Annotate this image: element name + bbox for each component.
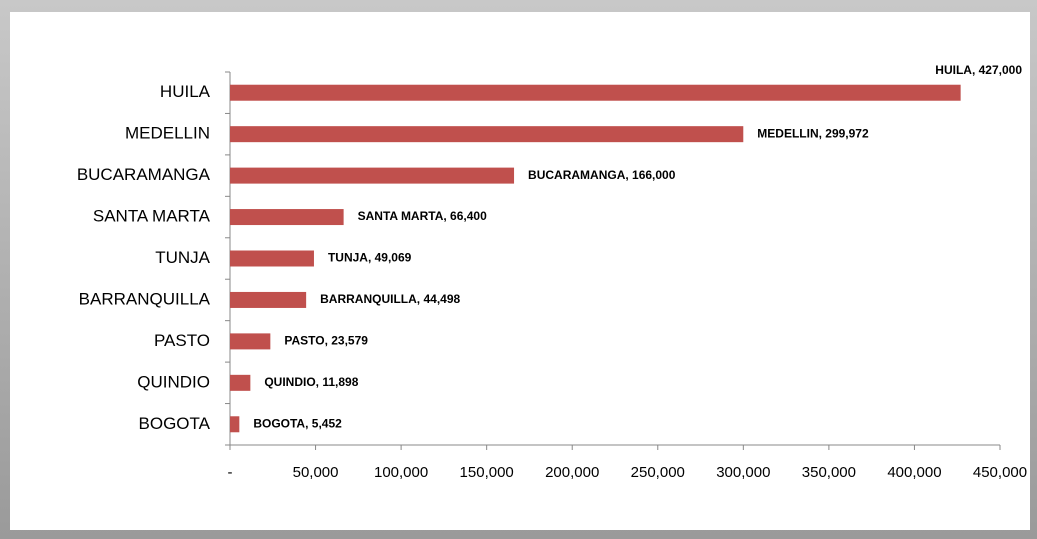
data-label: BUCARAMANGA, 166,000 (528, 168, 676, 182)
x-tick-label: 450,000 (973, 464, 1027, 481)
x-tick-label: 300,000 (716, 464, 770, 481)
category-label: SANTA MARTA (93, 207, 211, 226)
bar (230, 291, 307, 308)
category-label: BUCARAMANGA (77, 165, 211, 184)
data-label: PASTO, 23,579 (284, 334, 368, 348)
data-label: BOGOTA, 5,452 (253, 416, 342, 430)
bar (230, 374, 251, 391)
data-label: MEDELLIN, 299,972 (757, 126, 869, 140)
category-label: TUNJA (155, 248, 210, 267)
data-label: BARRANQUILLA, 44,498 (320, 292, 460, 306)
x-tick-label: 350,000 (802, 464, 856, 481)
bar (230, 167, 515, 184)
bar (230, 333, 271, 350)
category-label: HUILA (160, 82, 211, 101)
data-label: TUNJA, 49,069 (328, 251, 412, 265)
data-label: HUILA, 427,000 (935, 63, 1022, 77)
x-tick-label: 50,000 (293, 464, 339, 481)
category-label: BARRANQUILLA (79, 289, 211, 308)
x-tick-label: 400,000 (887, 464, 941, 481)
category-label: MEDELLIN (125, 124, 210, 143)
x-tick-label: 100,000 (374, 464, 428, 481)
data-label: SANTA MARTA, 66,400 (358, 209, 487, 223)
x-tick-label: - (228, 464, 233, 481)
x-tick-label: 250,000 (631, 464, 685, 481)
x-tick-label: 150,000 (460, 464, 514, 481)
category-label: BOGOTA (139, 414, 211, 433)
bar (230, 416, 240, 433)
bar (230, 250, 314, 267)
category-label: QUINDIO (137, 372, 210, 391)
bar (230, 84, 961, 101)
category-label: PASTO (154, 331, 210, 350)
bar (230, 126, 744, 143)
x-tick-label: 200,000 (545, 464, 599, 481)
bar (230, 209, 344, 226)
data-label: QUINDIO, 11,898 (264, 375, 358, 389)
